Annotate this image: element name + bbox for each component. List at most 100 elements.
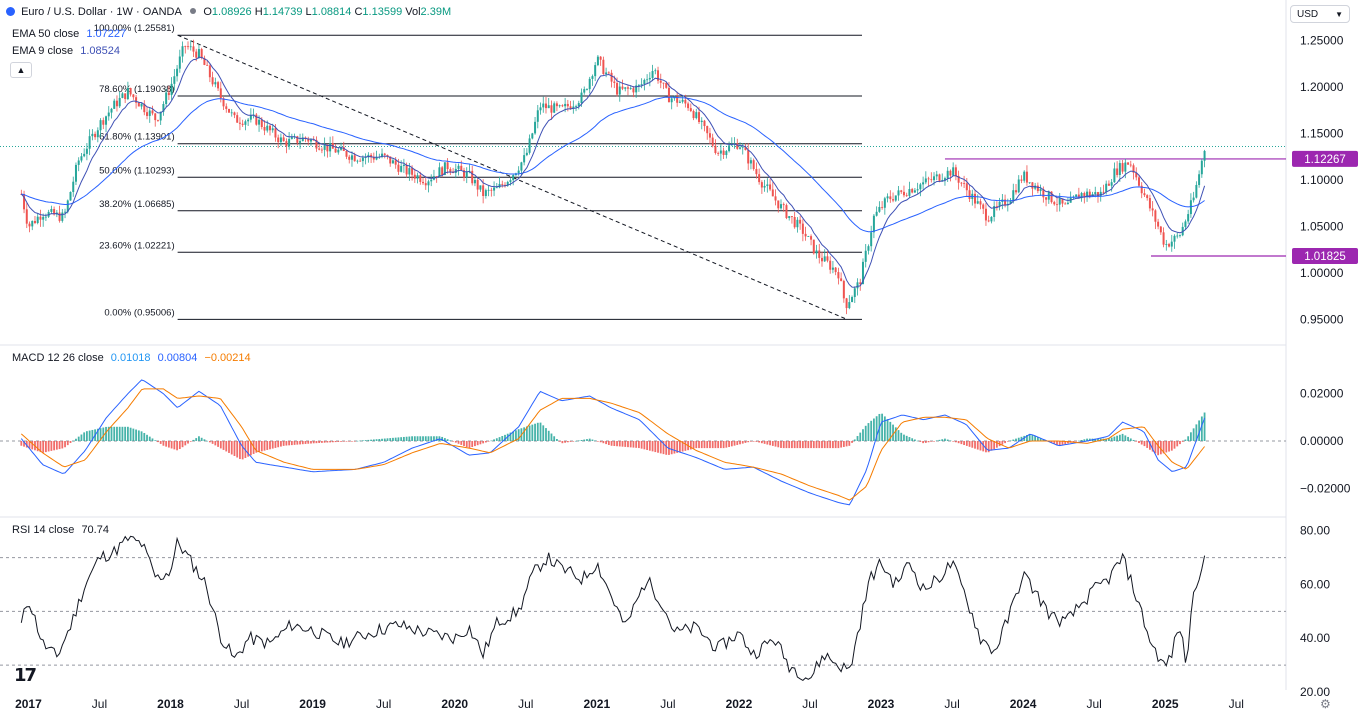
rsi-legend[interactable]: RSI 14 close 70.74 [12,524,109,536]
candle-body [413,174,416,179]
macd-histogram-bar [853,439,856,441]
macd-histogram-bar [864,425,867,441]
macd-histogram-bar [629,441,632,448]
candle-body [1132,165,1135,173]
candle-body [1198,174,1201,185]
candle-body [1137,177,1140,186]
candle-body [667,87,670,103]
candle-body [512,174,515,181]
candle-body [853,288,856,298]
macd-histogram-bar [1009,440,1012,442]
macd-histogram-bar [1192,428,1195,441]
candle-body [249,115,252,120]
candle-body [173,76,176,84]
currency-select[interactable]: USD ▼ [1290,5,1350,23]
macd-histogram-bar [157,441,159,443]
candle-body [965,183,968,191]
candle-body [50,209,53,212]
macd-histogram-bar [834,441,837,449]
macd-histogram-bar [815,441,818,449]
candle-body [643,79,646,85]
candle-body [1203,150,1206,161]
candle-body [968,190,971,199]
macd-histogram-bar [709,441,711,449]
tradingview-logo-icon[interactable]: 17 [14,665,37,686]
candle-body [678,101,681,103]
macd-histogram-bar [1129,438,1132,441]
candle-body [1077,194,1080,199]
candle-body [777,200,780,209]
candle-body [558,105,561,107]
macd-histogram-bar [785,441,788,449]
macd-histogram-bar [1064,441,1067,445]
candle-body [446,162,449,170]
candle-body [790,216,793,218]
macd-histogram-bar [173,441,176,450]
candle-body [596,56,599,66]
macd-histogram-bar [547,430,550,441]
symbol-legend[interactable]: Euro / U.S. Dollar · 1W · OANDA O1.08926… [6,6,451,18]
candle-body [572,106,575,109]
macd-histogram-bar [255,441,258,453]
candle-body [490,189,493,191]
candle-body [348,156,351,160]
candle-body [963,183,966,184]
candle-body [1004,199,1007,206]
candle-body [1042,189,1045,198]
macd-histogram-bar [594,440,597,442]
macd-histogram-bar [700,441,703,449]
macd-histogram-bar [285,441,288,446]
macd-histogram-bar [755,441,758,442]
macd-histogram-bar [1181,441,1184,442]
macd-histogram-bar [919,441,922,442]
macd-histogram-bar [536,422,539,441]
candle-body [28,223,31,227]
macd-histogram-bar [810,441,812,449]
candle-body [99,120,102,131]
candle-body [602,59,605,74]
candle-body [211,77,214,85]
ema50-value: 1.07227 [86,28,127,40]
macd-histogram-bar [364,440,367,441]
gear-icon[interactable]: ⚙ [1320,697,1331,711]
macd-histogram-bar [818,441,821,449]
macd-histogram-bar [954,441,957,443]
macd-histogram-bar [187,441,189,444]
candle-body [1135,172,1138,178]
macd-histogram-bar [717,441,720,449]
macd-histogram-bar [321,441,323,443]
macd-histogram-bar [952,441,955,442]
macd-histogram-bar [837,441,840,449]
price-series [20,39,1206,315]
candle-body [58,212,61,221]
macd-histogram-bar [766,441,769,445]
candle-body [402,164,405,166]
macd-histogram-bar [900,432,903,441]
candle-body [1017,179,1020,193]
macd-histogram-bar [146,434,148,441]
macd-histogram-bar [979,441,982,451]
candle-body [1056,204,1059,206]
ema9-legend[interactable]: EMA 9 close 1.08524 [12,45,120,57]
chevron-up-icon[interactable]: ▲ [10,62,32,78]
macd-histogram-bar [53,441,56,451]
macd-histogram-bar [676,441,679,453]
time-axis-tick: 2024 [1010,697,1037,711]
macd-histogram-bar [905,435,908,441]
macd-legend[interactable]: MACD 12 26 close 0.01018 0.00804 −0.0021… [12,352,251,364]
macd-histogram-bar [36,441,39,452]
macd-histogram-bar [588,438,591,441]
macd-histogram-bar [301,441,304,445]
candle-body [493,187,496,191]
candle-body [801,223,804,234]
macd-histogram-bar [228,441,230,453]
candle-body [544,103,547,109]
ema50-legend[interactable]: EMA 50 close 1.07227 [12,28,126,40]
macd-histogram-bar [558,441,561,442]
macd-histogram-bar [807,441,810,449]
macd-histogram-bar [310,441,312,444]
candle-body [170,83,173,96]
macd-histogram-bar [249,441,252,456]
macd-histogram-bar [181,441,184,448]
